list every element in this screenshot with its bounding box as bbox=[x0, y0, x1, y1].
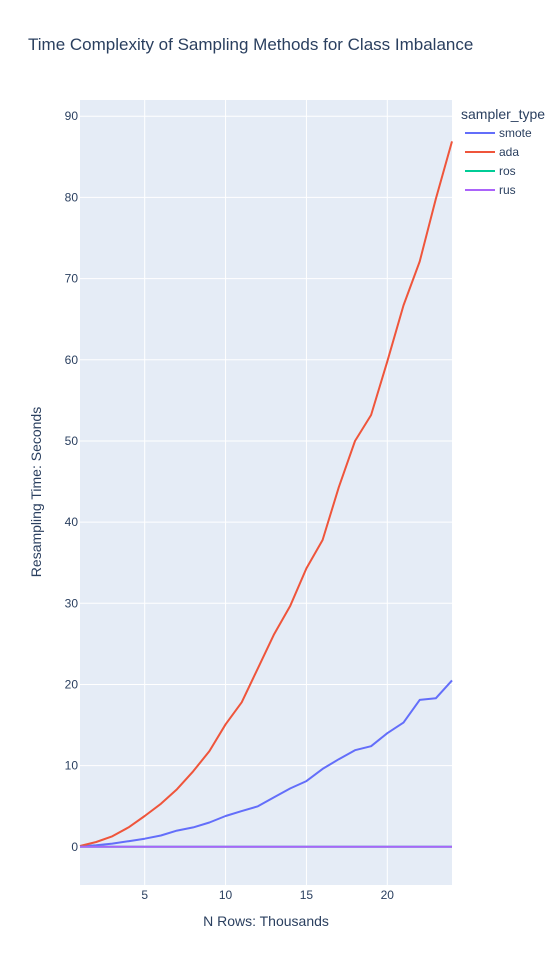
chart-title: Time Complexity of Sampling Methods for … bbox=[28, 35, 473, 54]
y-tick-label: 40 bbox=[65, 515, 79, 529]
y-tick-label: 90 bbox=[65, 109, 79, 123]
x-axis-title: N Rows: Thousands bbox=[203, 913, 329, 929]
legend-label-ros[interactable]: ros bbox=[499, 164, 516, 178]
x-tick-label: 15 bbox=[300, 888, 314, 902]
y-axis-title: Resampling Time: Seconds bbox=[28, 407, 44, 577]
y-tick-label: 50 bbox=[65, 434, 79, 448]
legend-title: sampler_type bbox=[461, 106, 545, 122]
y-tick-label: 70 bbox=[65, 272, 79, 286]
series-lines bbox=[79, 141, 453, 848]
y-tick-label: 20 bbox=[65, 677, 79, 691]
y-tick-label: 30 bbox=[65, 596, 79, 610]
legend-label-rus[interactable]: rus bbox=[499, 183, 516, 197]
legend: sampler_type smote ada ros rus bbox=[461, 106, 545, 197]
x-axis-ticks: 5 10 15 20 bbox=[141, 888, 394, 902]
grid-lines bbox=[80, 100, 452, 885]
series-line-ada bbox=[79, 141, 453, 847]
legend-label-smote[interactable]: smote bbox=[499, 126, 532, 140]
x-tick-label: 10 bbox=[219, 888, 233, 902]
y-tick-label: 60 bbox=[65, 353, 79, 367]
y-tick-label: 0 bbox=[71, 840, 78, 854]
legend-label-ada[interactable]: ada bbox=[499, 145, 519, 159]
x-tick-label: 20 bbox=[381, 888, 395, 902]
y-tick-label: 10 bbox=[65, 759, 79, 773]
series-line-smote bbox=[79, 679, 453, 848]
plot-area bbox=[80, 100, 452, 885]
y-tick-label: 80 bbox=[65, 190, 79, 204]
x-tick-label: 5 bbox=[141, 888, 148, 902]
y-axis-ticks: 0 10 20 30 40 50 60 70 80 90 bbox=[65, 109, 79, 854]
